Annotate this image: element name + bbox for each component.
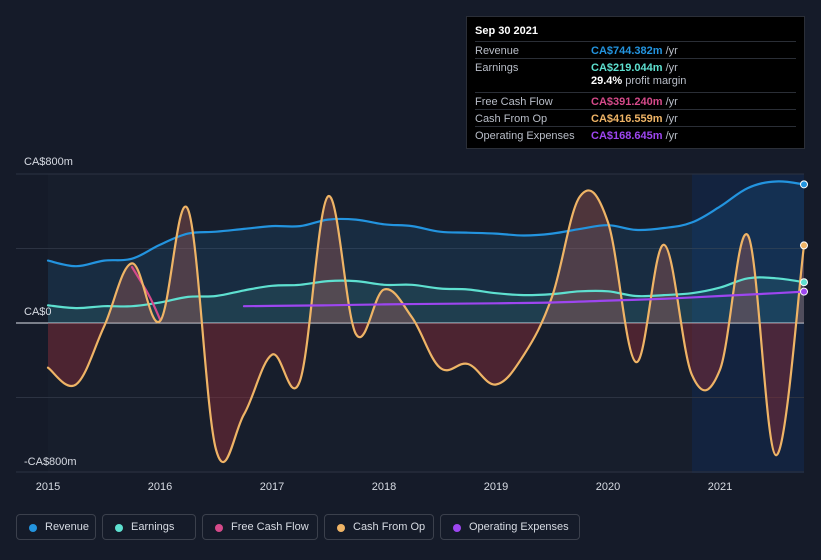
- line-operating-expenses: [242, 290, 806, 308]
- x-tick-label: 2015: [35, 481, 61, 493]
- tooltip-amount: CA$744.382m: [591, 45, 663, 57]
- x-tick-label: 2016: [147, 481, 173, 493]
- tooltip-label: Free Cash Flow: [475, 96, 553, 108]
- line-free-cash-flow: [130, 266, 162, 321]
- series-end-markers: [800, 180, 808, 296]
- cashflow-areas: [48, 181, 804, 462]
- legend-item-earnings[interactable]: Earnings: [102, 514, 196, 540]
- legend-dot-icon: [29, 524, 37, 532]
- line-earnings: [46, 276, 806, 310]
- x-tick-label: 2017: [259, 481, 285, 493]
- tooltip-unit: /yr: [665, 96, 678, 108]
- line-cash-from-op: [46, 189, 806, 463]
- legend-label: Free Cash Flow: [231, 521, 309, 533]
- tooltip-amount: CA$168.645m: [591, 130, 663, 142]
- legend-item-operating-expenses[interactable]: Operating Expenses: [440, 514, 580, 540]
- tooltip-unit: /yr: [665, 113, 678, 125]
- x-tick-label: 2018: [371, 481, 397, 493]
- line-revenue: [46, 180, 806, 268]
- tooltip-row-operating-expenses: Operating Expenses CA$168.645m /yr: [475, 126, 796, 144]
- tooltip-unit: /yr: [665, 62, 678, 74]
- tooltip-profit-margin: 29.4% profit margin: [591, 75, 686, 87]
- legend-label: Earnings: [131, 521, 175, 533]
- series-lines: [46, 180, 806, 463]
- profit-margin-label: profit margin: [625, 75, 687, 87]
- area-cash-from-op-negative: [48, 323, 804, 462]
- grid-lines: [16, 173, 804, 473]
- legend-label: Revenue: [45, 521, 90, 533]
- end-marker-earnings: [800, 278, 808, 287]
- legend-label: Cash From Op: [353, 521, 426, 533]
- tooltip-value: CA$168.645m /yr: [591, 130, 678, 142]
- tooltip-amount: CA$219.044m: [591, 62, 663, 74]
- y-tick-label-bottom: -CA$800m: [24, 456, 77, 468]
- x-tick-label: 2020: [595, 481, 621, 493]
- tooltip-unit: /yr: [665, 45, 678, 57]
- tooltip-label: Cash From Op: [475, 113, 548, 125]
- tooltip-row-earnings: Earnings CA$219.044m /yr: [475, 58, 796, 93]
- y-tick-label-zero: CA$0: [24, 306, 52, 318]
- legend-dot-icon: [453, 524, 461, 532]
- legend-dot-icon: [215, 524, 223, 532]
- profit-margin-value: 29.4%: [591, 75, 623, 87]
- tooltip-label: Revenue: [475, 45, 520, 57]
- legend-dot-icon: [337, 524, 345, 532]
- tooltip-panel: Sep 30 2021 Revenue CA$744.382m /yr Earn…: [466, 16, 805, 149]
- tooltip-row-free-cash-flow: Free Cash Flow CA$391.240m /yr: [475, 92, 796, 110]
- x-tick-label: 2019: [483, 481, 509, 493]
- tooltip-label: Earnings: [475, 62, 519, 74]
- legend-label: Operating Expenses: [469, 521, 569, 533]
- end-marker-cash-from-op: [800, 241, 808, 250]
- tooltip-value: CA$391.240m /yr: [591, 96, 678, 108]
- tooltip-row-cash-from-op: Cash From Op CA$416.559m /yr: [475, 109, 796, 127]
- legend-item-cash-from-op[interactable]: Cash From Op: [324, 514, 434, 540]
- legend-dot-icon: [115, 524, 123, 532]
- tooltip-amount: CA$391.240m: [591, 96, 663, 108]
- legend-item-free-cash-flow[interactable]: Free Cash Flow: [202, 514, 318, 540]
- tooltip-value: CA$416.559m /yr: [591, 113, 678, 125]
- tooltip-row-revenue: Revenue CA$744.382m /yr: [475, 41, 796, 59]
- x-tick-label: 2021: [707, 481, 733, 493]
- tooltip-value: CA$219.044m /yr: [591, 62, 678, 74]
- area-revenue: [48, 181, 804, 323]
- tooltip-date: Sep 30 2021: [475, 25, 538, 37]
- end-marker-operating-expenses: [800, 287, 808, 296]
- legend-item-revenue[interactable]: Revenue: [16, 514, 96, 540]
- tooltip-amount: CA$416.559m: [591, 113, 663, 125]
- end-marker-revenue: [800, 180, 808, 189]
- tooltip-unit: /yr: [665, 130, 678, 142]
- area-cash-from-op-positive: [48, 190, 804, 323]
- y-tick-label-top: CA$800m: [24, 156, 73, 168]
- tooltip-value: CA$744.382m /yr: [591, 45, 678, 57]
- area-earnings: [48, 277, 804, 323]
- tooltip-label: Operating Expenses: [475, 130, 575, 142]
